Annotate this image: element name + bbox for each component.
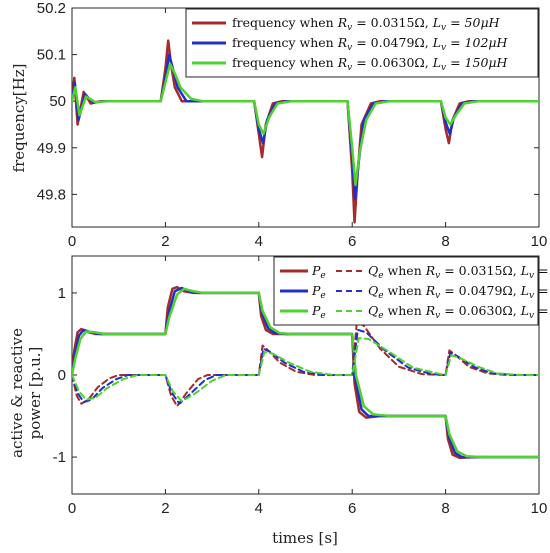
series-group (72, 39, 539, 224)
y-tick-label: 1 (58, 285, 66, 302)
legend-entry: frequency when Rv = 0.0315Ω, Lv = 50μH (232, 15, 501, 33)
x-tick-label: 2 (161, 500, 169, 517)
power-x-label: times [s] (272, 529, 338, 547)
legend-box (185, 8, 539, 78)
legend-q-entry: Qe when Rv = 0.0315Ω, Lv = 50μH (368, 263, 550, 281)
power-series (72, 285, 539, 460)
frequency-axis-ticks: 0 2 4 6 8 10 49.8 49.9 50 50.1 50.2 (37, 0, 548, 250)
legend-p-label: Pe (311, 303, 326, 321)
y-tick-label: 50.2 (37, 0, 66, 17)
y-tick-label: 50.1 (37, 47, 66, 64)
x-tick-label: 4 (255, 500, 263, 517)
legend-entry: frequency when Rv = 0.0479Ω, Lv = 102μH (232, 35, 509, 53)
x-tick-label: 10 (531, 500, 548, 517)
x-tick-label: 10 (531, 233, 548, 250)
legend-q-entry: Qe when Rv = 0.0479Ω, Lv = 102μH (368, 283, 550, 301)
x-tick-label: 2 (161, 233, 169, 250)
x-tick-label: 8 (441, 233, 449, 250)
frequency-series (72, 39, 539, 224)
series-line-4 (72, 328, 539, 405)
legend-p-label: Pe (311, 263, 326, 281)
y-tick-label: 50 (49, 93, 66, 110)
y-tick-label: -1 (53, 449, 66, 466)
frequency-legend: frequency when Rv = 0.0315Ω, Lv = 50μH fr… (185, 8, 539, 78)
x-tick-label: 4 (255, 233, 263, 250)
y-tick-label: 0 (58, 367, 66, 384)
x-tick-label: 6 (348, 500, 356, 517)
y-tick-label: 49.9 (37, 140, 66, 157)
legend-entry: frequency when Rv = 0.0630Ω, Lv = 150μH (232, 55, 509, 73)
power-legend: Pe Qe when Rv = 0.0315Ω, Lv = 50μH Pe Qe wh… (273, 256, 550, 326)
x-tick-label: 0 (68, 233, 76, 250)
x-tick-label: 6 (348, 233, 356, 250)
series-line-2 (72, 62, 539, 187)
power-plot: 0 2 4 6 8 10 -1 0 1 active & reactive power [p.u… (8, 255, 550, 547)
legend-q-entry: Qe when Rv = 0.0630Ω, Lv = 150μH (368, 303, 550, 321)
y-tick-label: 49.8 (37, 186, 66, 203)
power-y-label-line1: active & reactive (8, 328, 26, 458)
series-line-2 (72, 287, 539, 459)
frequency-y-label: frequency[Hz] (10, 64, 28, 173)
legend-p-label: Pe (311, 283, 326, 301)
series-line-5 (72, 337, 539, 403)
power-y-label-line2: power [p.u.] (26, 347, 44, 440)
series-group (72, 285, 539, 460)
x-tick-label: 0 (68, 500, 76, 517)
legend-box (273, 256, 539, 326)
x-tick-label: 8 (441, 500, 449, 517)
series-line-3 (72, 320, 539, 408)
